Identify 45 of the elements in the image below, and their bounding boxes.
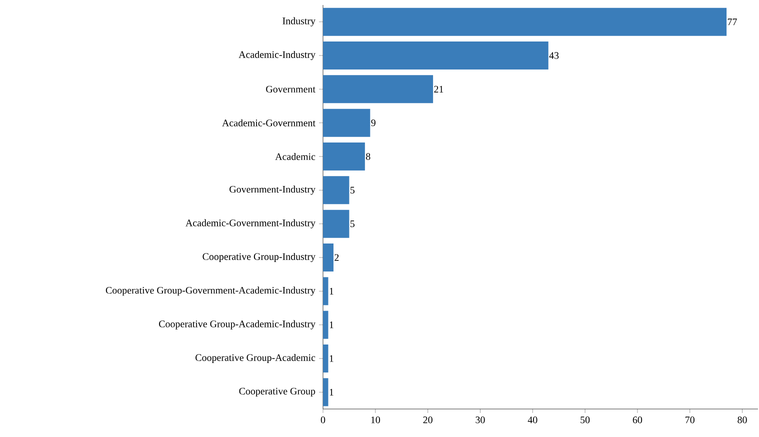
data-label: 43 xyxy=(549,52,559,59)
data-label: 8 xyxy=(366,153,370,160)
y-tick-label: Cooperative Group-Academic xyxy=(196,354,316,364)
y-tick-label: Cooperative Group-Academic-Industry xyxy=(159,320,316,330)
bar xyxy=(323,142,365,170)
x-tick-label: 20 xyxy=(423,416,432,424)
bar xyxy=(323,108,370,137)
bar xyxy=(323,378,328,406)
bar xyxy=(323,310,328,339)
data-label: 1 xyxy=(330,355,334,362)
x-tick-label: 10 xyxy=(371,416,380,424)
bar xyxy=(323,176,350,204)
y-tick-label: Government xyxy=(266,86,316,93)
data-label: 1 xyxy=(330,388,334,396)
data-label: 1 xyxy=(330,288,334,294)
y-tick-label: Government-Industry xyxy=(230,186,316,195)
x-tick-label: 70 xyxy=(686,416,694,424)
bar xyxy=(323,8,727,36)
y-tick-label: Academic-Industry xyxy=(238,50,316,60)
y-tick-label: Industry xyxy=(282,17,316,26)
y-tick-label: Cooperative Group-Government-Academic-Industry xyxy=(106,286,316,296)
x-tick-label: 80 xyxy=(738,416,747,424)
y-tick-label: Academic-Government xyxy=(222,119,316,126)
x-tick-label: 50 xyxy=(580,416,590,424)
bar xyxy=(323,244,334,272)
bar xyxy=(323,75,434,104)
bar xyxy=(323,210,350,238)
data-label: 2 xyxy=(334,254,339,261)
x-tick-label: 60 xyxy=(632,416,642,424)
bar xyxy=(323,344,328,373)
x-tick-label: 30 xyxy=(476,416,485,424)
data-label: 1 xyxy=(330,322,334,328)
data-label: 9 xyxy=(371,119,376,126)
bar xyxy=(323,277,328,306)
x-tick-label: 0 xyxy=(320,416,326,424)
y-tick-label: Cooperative Group xyxy=(239,388,316,397)
data-label: 77 xyxy=(728,18,737,26)
data-label: 21 xyxy=(434,86,444,92)
y-tick-label: Cooperative Group-Industry xyxy=(202,252,316,262)
data-label: 5 xyxy=(350,220,354,228)
bar xyxy=(323,42,548,70)
y-tick-label: Academic xyxy=(275,152,316,160)
x-tick-label: 40 xyxy=(528,416,538,424)
y-tick-label: Academic-Government-Industry xyxy=(186,219,316,228)
data-label: 5 xyxy=(350,186,354,194)
